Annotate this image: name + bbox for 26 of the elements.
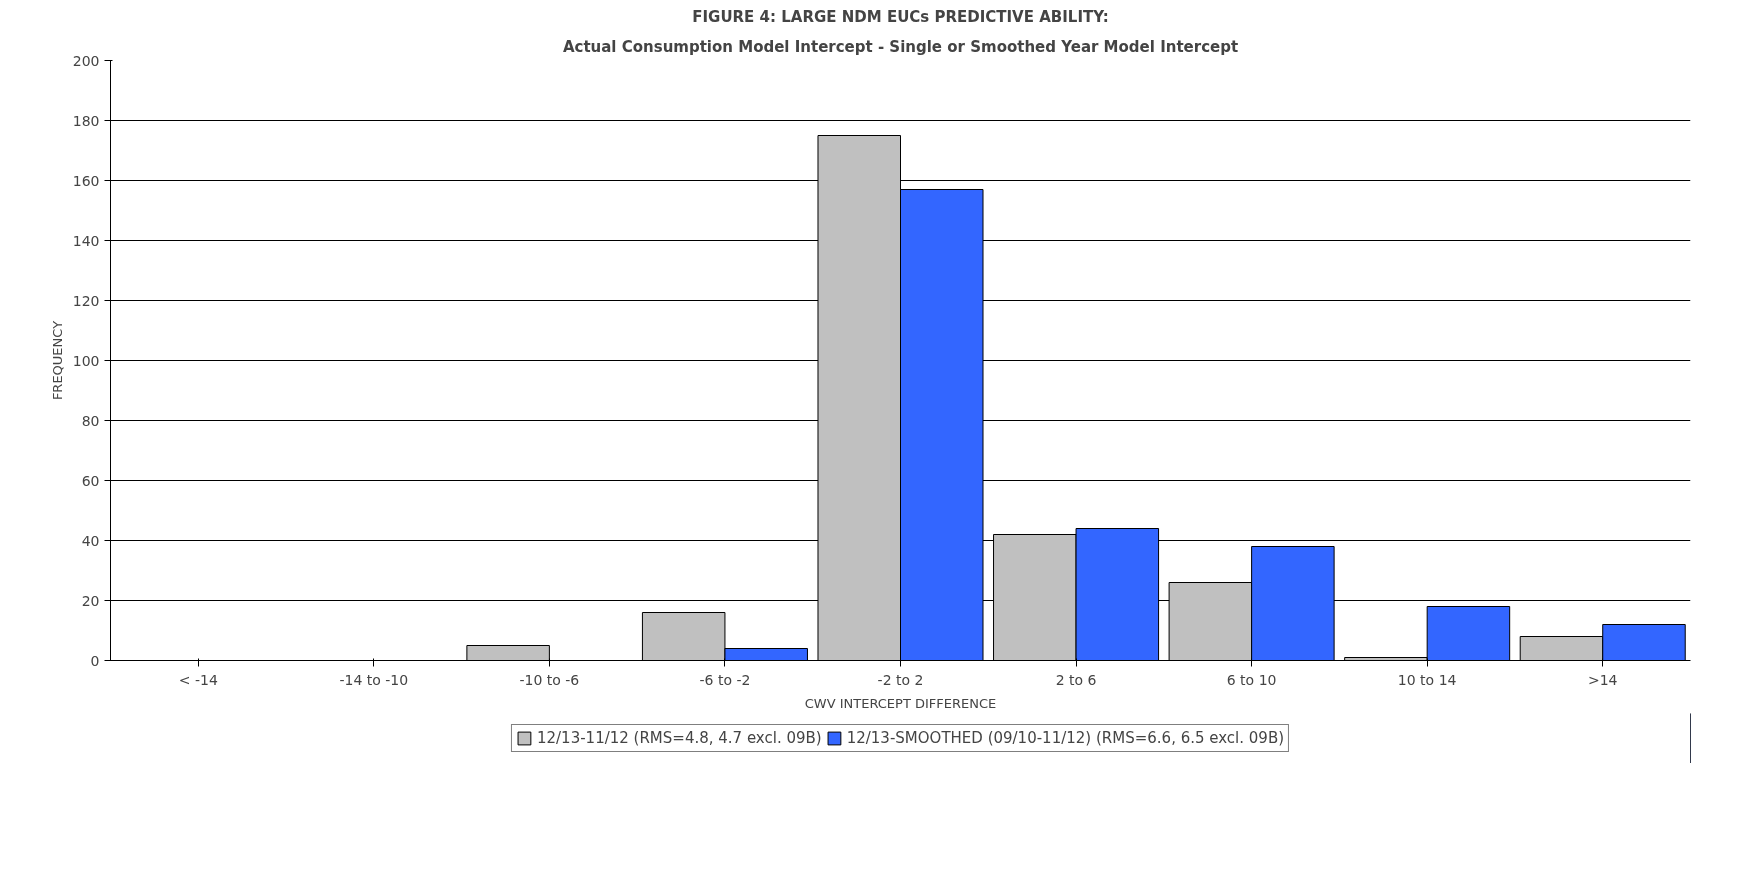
y-tick-label: 160 [72,172,100,189]
x-tick-label: >14 [1587,671,1618,688]
y-tick-label: 80 [81,412,100,429]
y-tick-label: 120 [72,292,100,309]
x-tick-label: -10 to -6 [519,671,580,688]
y-tick-label: 180 [72,112,100,129]
x-tick-label: 6 to 10 [1226,671,1277,688]
legend-label: 12/13-SMOOTHED (09/10-11/12) (RMS=6.6, 6.5 excl. 09B) [846,729,1285,747]
x-tick-label: -14 to -10 [339,671,409,688]
chart-title: FIGURE 4: LARGE NDM EUCs PREDICTIVE ABILITY: [692,7,1109,26]
x-tick-label: -2 to 2 [877,671,924,688]
y-tick-label: 20 [81,592,100,609]
chart-subtitle: Actual Consumption Model Intercept - Single or Smoothed Year Model Intercept [562,37,1239,56]
legend-label: 12/13-11/12 (RMS=4.8, 4.7 excl. 09B) [536,729,822,747]
y-axis-title: FREQUENCY [49,320,65,401]
y-tick-label: 140 [72,232,100,249]
x-tick-label: 2 to 6 [1055,671,1097,688]
y-tick-label: 40 [81,532,100,549]
y-tick-label: 200 [72,52,100,69]
x-tick-label: < -14 [178,671,218,688]
y-tick-label: 60 [81,472,100,489]
x-axis-title: CWV INTERCEPT DIFFERENCE [804,695,997,711]
y-tick-label: 100 [72,352,100,369]
x-tick-label: 10 to 14 [1397,671,1457,688]
x-tick-label: -6 to -2 [699,671,751,688]
y-tick-label: 0 [90,652,100,669]
